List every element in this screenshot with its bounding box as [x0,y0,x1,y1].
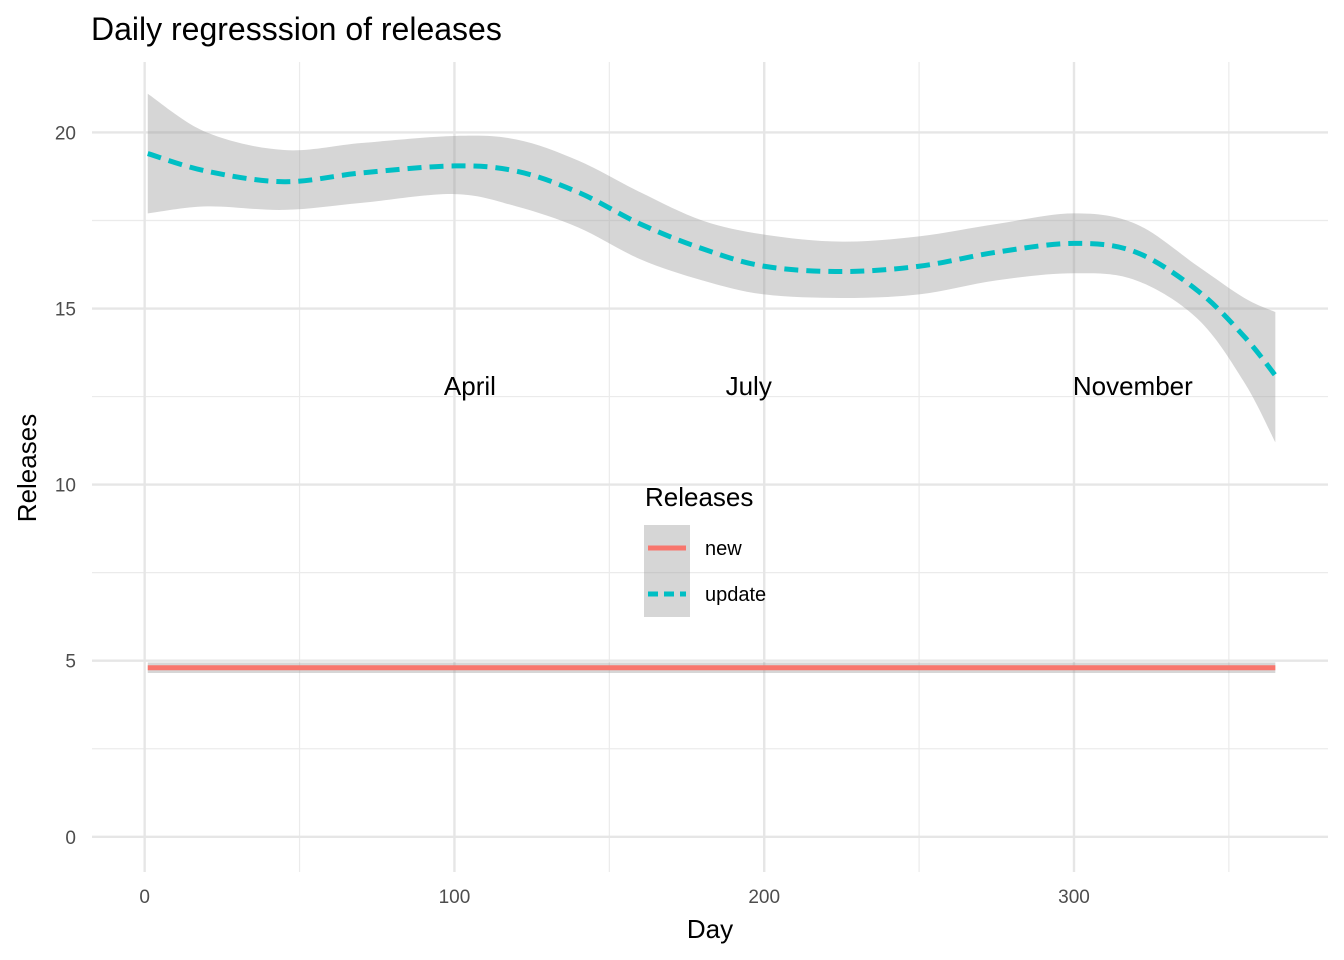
series-lines [147,151,1278,671]
x-tick-label: 100 [439,887,471,908]
x-tick-label: 0 [139,887,150,908]
annotation-label: July [726,371,772,401]
annotation-label: November [1073,371,1193,401]
y-tick-label: 20 [55,123,76,144]
grid [92,62,1328,872]
band-update [147,93,1276,443]
annotation-label: April [444,371,496,401]
y-tick-label: 5 [65,652,76,673]
legend-label-update: update [705,584,766,606]
x-axis-title: Day [687,914,733,944]
chart-title: Daily regresssion of releases [91,11,502,47]
x-tick-label: 300 [1058,887,1090,908]
line-update [147,151,1278,377]
legend: Releases new update [644,482,766,617]
legend-label-new: new [705,538,742,560]
y-tick-label: 10 [55,476,76,497]
tick-labels: 0 100 200 300 0 5 10 15 20 [55,123,1090,908]
y-tick-label: 0 [65,828,76,849]
y-tick-label: 15 [55,300,76,321]
legend-title: Releases [645,482,753,512]
x-tick-label: 200 [748,887,780,908]
annotations: April July November [444,371,1193,401]
y-axis-title: Releases [12,414,42,522]
